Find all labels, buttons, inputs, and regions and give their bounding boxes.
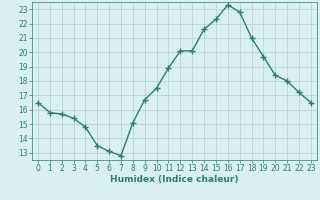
X-axis label: Humidex (Indice chaleur): Humidex (Indice chaleur) — [110, 175, 239, 184]
